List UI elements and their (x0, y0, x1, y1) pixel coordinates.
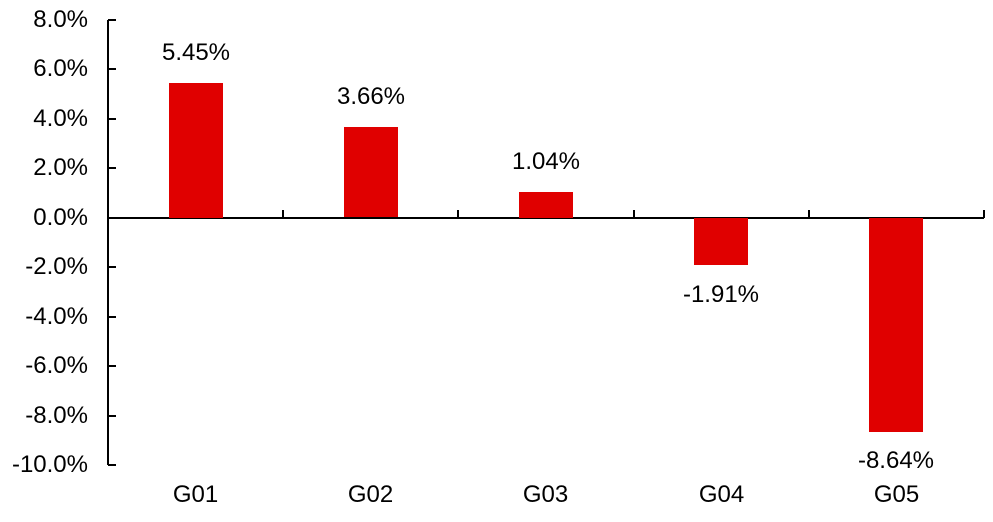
bar-value-label: -1.91% (682, 281, 760, 308)
y-tick (108, 464, 116, 466)
bar-g04 (694, 218, 748, 265)
y-tick (108, 68, 116, 70)
category-label-g05: G05 (873, 481, 920, 508)
y-tick (108, 118, 116, 120)
x-axis-line (108, 217, 984, 219)
y-tick (108, 19, 116, 21)
bar-value-label: 5.45% (161, 39, 231, 66)
y-tick (108, 365, 116, 367)
y-tick-label: -10.0% (11, 451, 88, 478)
y-tick (108, 316, 116, 318)
y-tick (108, 415, 116, 417)
bar-g01 (169, 83, 223, 218)
y-tick-label: 4.0% (33, 105, 88, 132)
x-tick (282, 210, 284, 218)
y-tick-label: -8.0% (25, 402, 88, 429)
bar-value-label: -8.64% (857, 447, 935, 474)
bar-value-label: 1.04% (511, 148, 581, 175)
y-tick-label: -2.0% (25, 253, 88, 280)
category-label-g01: G01 (172, 481, 219, 508)
category-label-g03: G03 (522, 481, 569, 508)
category-label-g02: G02 (347, 481, 394, 508)
y-tick-label: 0.0% (33, 204, 88, 231)
y-tick-label: 2.0% (33, 154, 88, 181)
y-tick-label: -4.0% (25, 303, 88, 330)
y-axis-line (107, 20, 109, 465)
x-tick (633, 210, 635, 218)
y-tick-label: -6.0% (25, 352, 88, 379)
category-label-g04: G04 (698, 481, 745, 508)
bar-value-label: 3.66% (336, 83, 406, 110)
x-tick (808, 210, 810, 218)
y-tick-label: 6.0% (33, 55, 88, 82)
bar-g03 (519, 192, 573, 218)
x-tick (983, 210, 985, 218)
y-tick-label: 8.0% (33, 6, 88, 33)
bar-g02 (344, 127, 398, 217)
y-tick (108, 266, 116, 268)
bar-g05 (869, 218, 923, 432)
y-tick (108, 167, 116, 169)
x-tick (457, 210, 459, 218)
